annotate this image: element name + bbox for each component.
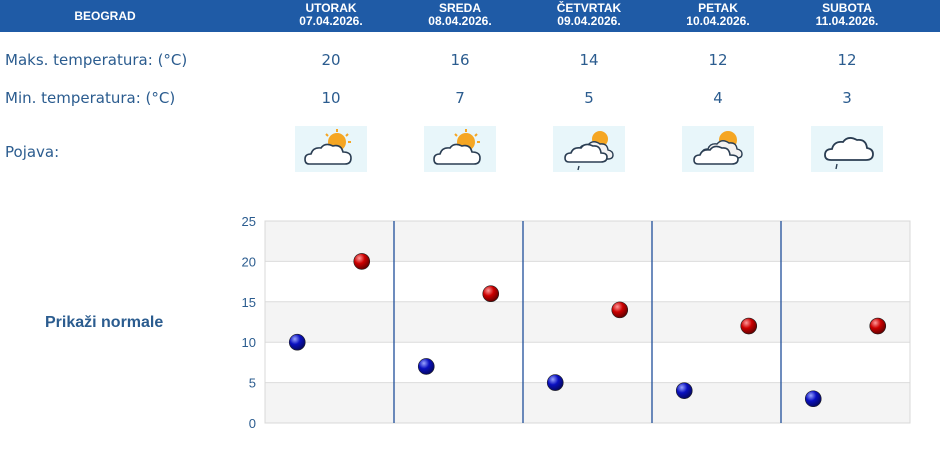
y-tick-label: 0 [249, 416, 256, 431]
day-dividers [393, 221, 782, 423]
max-temp-value: 14 [579, 51, 599, 69]
show-normals-link[interactable]: Prikaži normale [45, 314, 164, 331]
partly-cloudy-sun-icon [295, 126, 367, 172]
max-temp-label: Maks. temperatura: (°C) [5, 51, 188, 69]
y-tick-label: 15 [242, 295, 256, 310]
day-header-5: SUBOTA 11.04.2026. [782, 2, 912, 28]
y-tick-label: 20 [242, 254, 256, 269]
max-temp-point [482, 285, 500, 303]
min-temp-point [675, 382, 693, 399]
max-temp-value: 12 [708, 51, 728, 69]
day-date: 10.04.2026. [686, 14, 750, 28]
day-date: 11.04.2026. [815, 14, 879, 28]
grid-band [265, 382, 910, 423]
y-tick-label: 5 [249, 376, 256, 391]
min-temp-point [417, 358, 435, 375]
min-temp-value: 3 [842, 89, 852, 107]
day-name: SREDA [438, 1, 481, 15]
max-temp-value: 16 [450, 51, 470, 69]
day-date: 08.04.2026. [428, 14, 492, 28]
forecast-header: BEOGRAD UTORAK 07.04.2026. SREDA 08.04.2… [0, 0, 940, 32]
day-header-2: SREDA 08.04.2026. [395, 2, 525, 28]
grid-band [265, 221, 910, 262]
max-temp-point [353, 253, 371, 270]
day-date: 09.04.2026. [557, 14, 621, 28]
grid-band [265, 301, 910, 343]
day-name: PETAK [698, 1, 738, 15]
day-name: SUBOTA [822, 1, 872, 15]
max-temp-value: 12 [837, 51, 857, 69]
plot-border [264, 220, 911, 424]
day-date: 07.04.2026. [299, 14, 363, 28]
min-temp-point [546, 374, 564, 391]
max-temp-point [869, 317, 887, 335]
max-temp-point [611, 301, 629, 319]
day-header-3: ČETVRTAK 09.04.2026. [524, 2, 654, 28]
min-temp-point [288, 333, 306, 351]
min-temp-value: 5 [584, 89, 594, 107]
y-axis-ticks: 0 5 10 15 20 25 [242, 214, 256, 431]
min-temp-value: 7 [455, 89, 465, 107]
city-name: BEOGRAD [74, 9, 136, 23]
chart-points [288, 253, 887, 408]
partly-cloudy-sun-icon [424, 126, 496, 172]
mostly-cloudy-sun-icon [682, 126, 754, 172]
min-temp-label: Min. temperatura: (°C) [5, 89, 176, 107]
day-header-1: UTORAK 07.04.2026. [266, 2, 396, 28]
min-temp-value: 10 [321, 89, 341, 107]
day-header-4: PETAK 10.04.2026. [653, 2, 783, 28]
phenomenon-label: Pojava: [5, 143, 60, 161]
cloud-light-rain-icon [811, 126, 883, 172]
cloudy-sun-light-rain-icon [553, 126, 625, 172]
min-temp-value: 4 [713, 89, 723, 107]
y-tick-label: 10 [242, 335, 256, 350]
chart-grid [264, 220, 911, 424]
max-temp-value: 20 [321, 51, 341, 69]
y-tick-label: 25 [242, 214, 256, 229]
day-name: ČETVRTAK [556, 1, 622, 15]
min-temp-point [804, 390, 822, 408]
max-temp-point [740, 317, 758, 335]
day-name: UTORAK [305, 1, 357, 15]
